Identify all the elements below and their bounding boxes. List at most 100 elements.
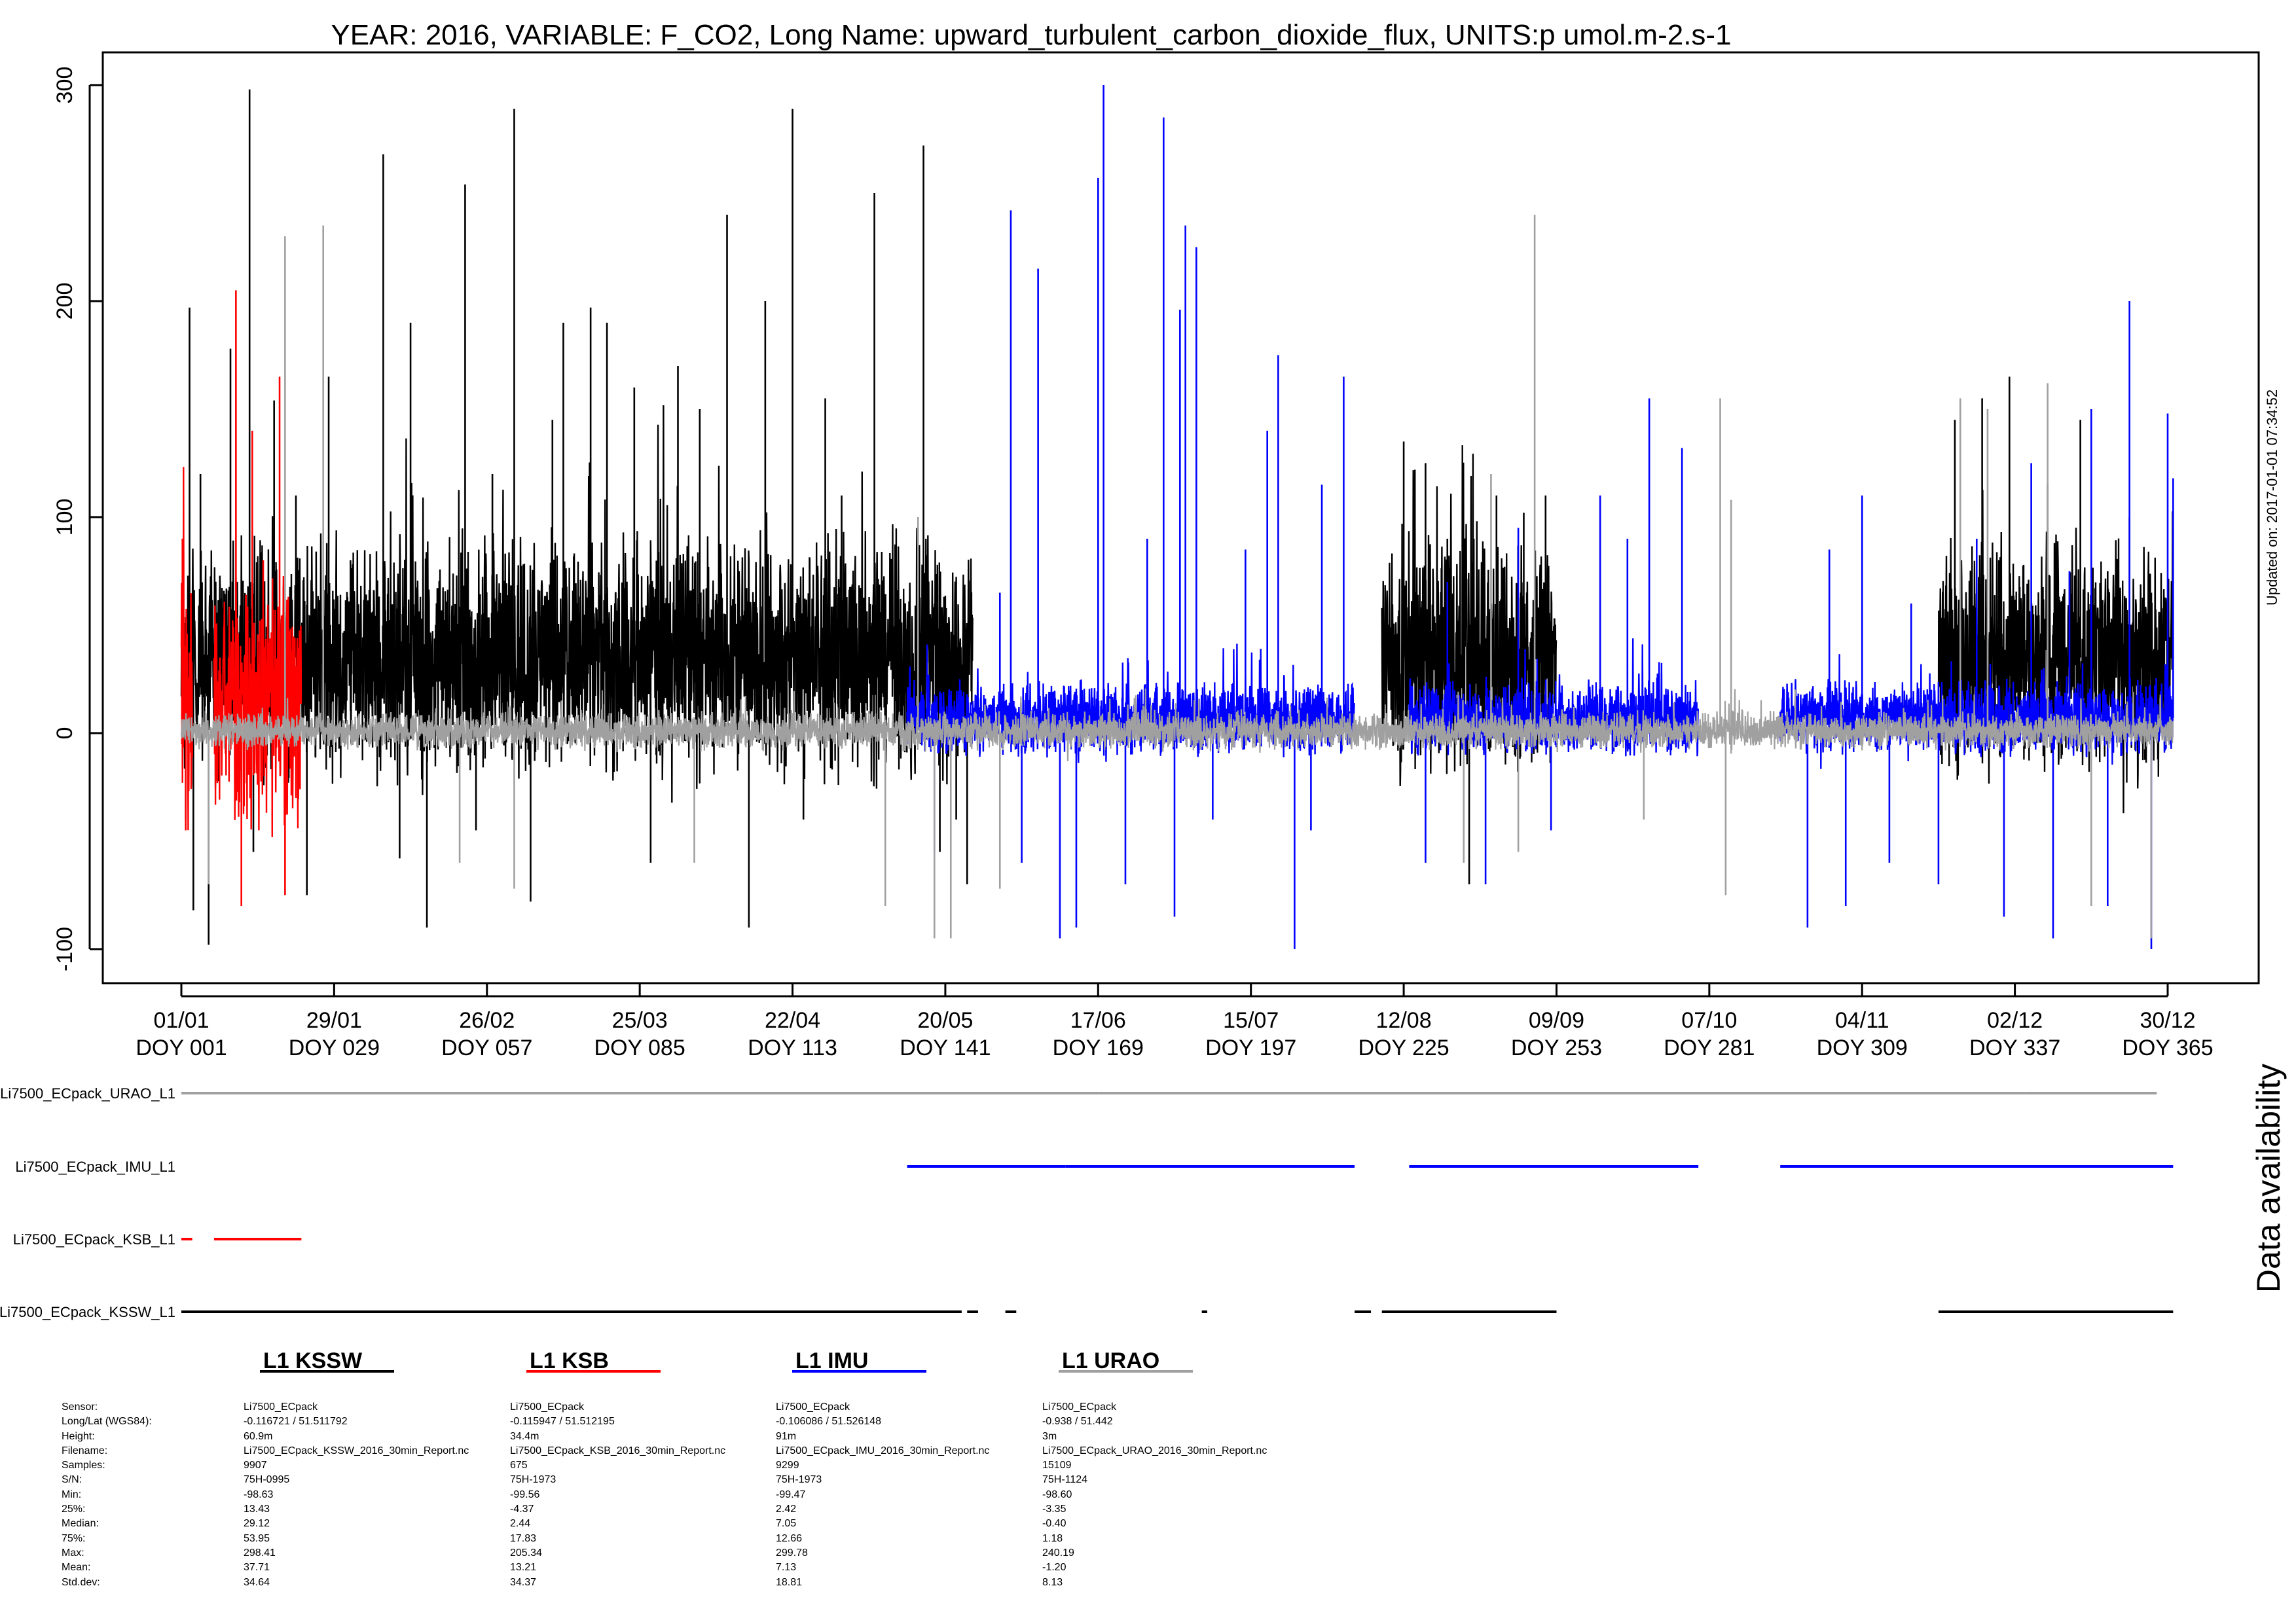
- x-tick-date: 30/12: [2140, 1008, 2195, 1033]
- x-tick-doy: DOY 225: [1358, 1036, 1449, 1060]
- stats-cell: 9299: [776, 1460, 799, 1471]
- stats-cell: 34.64: [244, 1576, 270, 1588]
- stats-cell: 75H-1973: [776, 1474, 822, 1486]
- stats-cell: Li7500_ECpack: [776, 1401, 850, 1413]
- axes: -100 0 100 200 300 01/01 DOY 001 29/01 DOY 029 26…: [52, 67, 2214, 1060]
- stats-cell: 75H-1973: [510, 1474, 556, 1486]
- x-tick-date: 09/09: [1529, 1008, 1584, 1033]
- stats-cell: -0.938 / 51.442: [1042, 1416, 1113, 1428]
- x-tick-doy: DOY 281: [1664, 1036, 1755, 1060]
- stats-cell: 2.42: [776, 1504, 797, 1515]
- x-tick-doy: DOY 169: [1053, 1036, 1144, 1060]
- stats-cell: 17.83: [510, 1532, 537, 1544]
- stats-cell: 34.4m: [510, 1430, 539, 1442]
- stats-cell: Li7500_ECpack: [1042, 1401, 1116, 1413]
- stats-cell: -4.37: [510, 1504, 534, 1515]
- stats-cell: -0.106086 / 51.526148: [776, 1416, 882, 1428]
- availability-label: Li7500_ECpack_IMU_L1: [15, 1159, 175, 1175]
- y-tick-label: 200: [52, 283, 77, 320]
- x-tick-doy: DOY 057: [441, 1036, 532, 1060]
- stats-cell: 12.66: [776, 1532, 803, 1544]
- x-tick-doy: DOY 029: [289, 1036, 380, 1060]
- x-tick-date: 22/04: [765, 1008, 820, 1033]
- stats-cell: 15109: [1042, 1460, 1072, 1471]
- x-tick-date: 12/08: [1376, 1008, 1432, 1033]
- x-tick-date: 07/10: [1681, 1008, 1737, 1033]
- stats-cell: Height:: [62, 1430, 95, 1442]
- plot-series: [180, 85, 2174, 949]
- stats-cell: 1.18: [1042, 1532, 1063, 1544]
- stats-cell: 75H-1124: [1042, 1474, 1088, 1486]
- y-tick-label: 100: [52, 499, 77, 536]
- stats-cell: -0.116721 / 51.511792: [244, 1416, 348, 1428]
- series-line-l1-kssw: [180, 405, 2174, 814]
- stats-cell: 29.12: [244, 1518, 270, 1530]
- stats-cell: 7.13: [776, 1562, 797, 1574]
- availability-label: Li7500_ECpack_KSSW_L1: [0, 1304, 175, 1320]
- stats-cell: 53.95: [244, 1532, 270, 1544]
- x-tick-doy: DOY 001: [136, 1036, 227, 1060]
- stats-cell: 3m: [1042, 1430, 1057, 1442]
- stats-cell: 34.37: [510, 1576, 537, 1588]
- stats-cell: 13.43: [244, 1504, 270, 1515]
- stats-cell: Long/Lat (WGS84):: [62, 1416, 152, 1428]
- stats-cell: 240.19: [1042, 1547, 1074, 1559]
- series-spikes-l1-urao: [208, 215, 2153, 939]
- stats-cell: Max:: [62, 1547, 84, 1559]
- x-tick-date: 02/12: [1987, 1008, 2043, 1033]
- stats-row-labels: Sensor: Long/Lat (WGS84): Height: Filename:…: [62, 1400, 152, 1590]
- stats-cell: Min:: [62, 1489, 82, 1500]
- series-spikes-l1-kssw: [185, 89, 2153, 945]
- stats-cell: 25%:: [62, 1504, 86, 1515]
- y-tick-label: -100: [52, 927, 77, 971]
- stats-cell: Li7500_ECpack_IMU_2016_30min_Report.nc: [776, 1445, 990, 1456]
- stats-cell: -0.40: [1042, 1518, 1066, 1530]
- legend-title: L1 KSB: [530, 1348, 609, 1373]
- stats-cell: Li7500_ECpack: [510, 1401, 584, 1413]
- availability-label: Li7500_ECpack_KSB_L1: [13, 1231, 175, 1248]
- stats-cell: -98.63: [244, 1489, 274, 1500]
- stats-cell: -1.20: [1042, 1562, 1066, 1574]
- stats-cell: Li7500_ECpack_KSB_2016_30min_Report.nc: [510, 1445, 726, 1456]
- stats-cell: 13.21: [510, 1562, 537, 1574]
- stats-column-l1-imu: Li7500_ECpack -0.106086 / 51.526148 91m Li7…: [776, 1400, 989, 1590]
- legend: L1 KSSW L1 KSB L1 IMU L1 URAO: [260, 1348, 1193, 1373]
- x-tick-date: 04/11: [1835, 1008, 1889, 1033]
- x-tick-date: 25/03: [612, 1008, 668, 1033]
- x-tick-doy: DOY 085: [594, 1036, 685, 1060]
- legend-title: L1 IMU: [795, 1348, 868, 1373]
- stats-cell: 75H-0995: [244, 1474, 290, 1486]
- stats-column-l1-kssw: Li7500_ECpack -0.116721 / 51.511792 60.9m L…: [244, 1400, 469, 1590]
- chart-title: YEAR: 2016, VARIABLE: F_CO2, Long Name: …: [331, 19, 1731, 51]
- stats-cell: Filename:: [62, 1445, 108, 1456]
- stats-cell: 298.41: [244, 1547, 276, 1559]
- stats-cell: 205.34: [510, 1547, 542, 1559]
- stats-cell: 675: [510, 1460, 528, 1471]
- x-tick-date: 26/02: [459, 1008, 515, 1033]
- stats-cell: Sensor:: [62, 1401, 98, 1413]
- updated-timestamp: Updated on: 2017-01-01 07:34:52: [2264, 389, 2280, 605]
- availability-panel: Li7500_ECpack_URAO_L1 Li7500_ECpack_IMU_L…: [0, 1085, 2174, 1320]
- stats-cell: 91m: [776, 1430, 797, 1442]
- stats-cell: 299.78: [776, 1547, 808, 1559]
- legend-title: L1 URAO: [1062, 1348, 1159, 1373]
- legend-title: L1 KSSW: [263, 1348, 363, 1373]
- availability-title: Data availability: [2250, 1064, 2287, 1293]
- stats-cell: Li7500_ECpack: [244, 1401, 318, 1413]
- stats-cell: -0.115947 / 51.512195: [510, 1416, 615, 1428]
- stats-cell: 8.13: [1042, 1576, 1063, 1588]
- x-tick-doy: DOY 113: [748, 1036, 837, 1060]
- stats-cell: -99.56: [510, 1489, 540, 1500]
- x-tick-doy: DOY 197: [1205, 1036, 1296, 1060]
- series-group: [180, 85, 2174, 949]
- x-tick-date: 29/01: [306, 1008, 362, 1033]
- availability-label: Li7500_ECpack_URAO_L1: [0, 1085, 175, 1102]
- stats-cell: 60.9m: [244, 1430, 273, 1442]
- stats-cell: Std.dev:: [62, 1576, 100, 1588]
- stats-column-l1-ksb: Li7500_ECpack -0.115947 / 51.512195 34.4m L…: [510, 1400, 725, 1590]
- stats-cell: -99.47: [776, 1489, 806, 1500]
- x-tick-doy: DOY 141: [900, 1036, 991, 1060]
- x-tick-date: 17/06: [1070, 1008, 1126, 1033]
- x-tick-date: 15/07: [1223, 1008, 1279, 1033]
